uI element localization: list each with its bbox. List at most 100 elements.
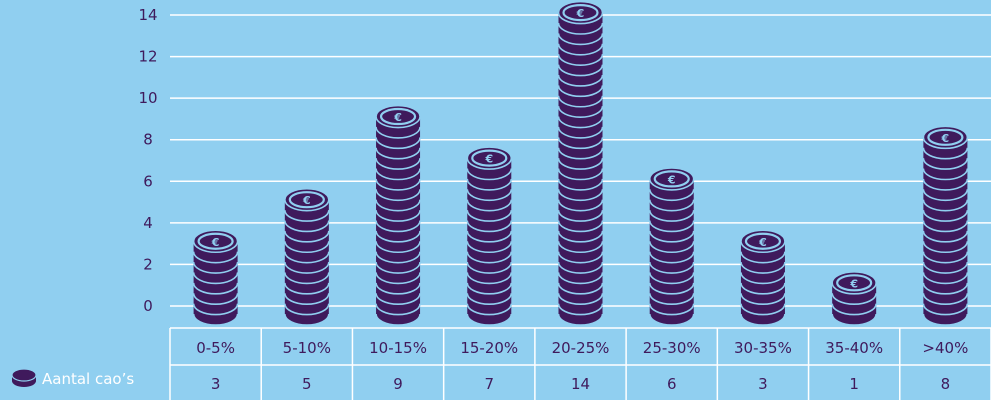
coin-edge	[648, 241, 695, 254]
coin-edge	[284, 282, 330, 295]
coin-edge	[922, 293, 969, 306]
coin-edge	[922, 282, 969, 295]
coin-edge	[284, 251, 330, 264]
coin-edge	[740, 282, 786, 295]
coin-edge	[557, 64, 604, 77]
coin-edge	[740, 313, 786, 326]
bar->40%: €	[922, 125, 969, 326]
x-tick-label: 5-10%	[283, 339, 331, 357]
coin-edge	[192, 272, 239, 285]
data-value-label: 9	[393, 375, 403, 393]
coin-top-ring	[744, 232, 782, 250]
coin-edge	[740, 272, 786, 285]
bar-10-15%: €	[375, 104, 421, 326]
coin-edge	[557, 209, 604, 222]
coin-edge	[648, 293, 695, 306]
coin-edge	[375, 282, 421, 295]
coin-edge	[831, 303, 877, 316]
coin-edge	[375, 158, 421, 170]
coin-edge	[466, 313, 513, 326]
coin-edge	[557, 74, 604, 87]
coin-top-ring	[379, 107, 417, 126]
coin-edge	[375, 261, 421, 274]
coin-edge	[557, 116, 604, 129]
euro-icon: €	[941, 132, 950, 145]
coin-icon-top	[11, 368, 37, 382]
coin-edge	[740, 293, 786, 306]
coin-edge	[466, 168, 513, 181]
coin-edge	[375, 241, 421, 254]
coin-edge	[831, 293, 877, 306]
coin-top-ring	[562, 4, 599, 22]
coin-edge	[648, 261, 695, 274]
x-tick-label: 0-5%	[196, 339, 235, 357]
coin-edge	[375, 209, 421, 222]
coin-edge	[375, 293, 421, 306]
coin-top-ring	[288, 191, 325, 209]
coin-edge	[922, 158, 969, 170]
coin-edge	[557, 158, 604, 170]
coin-edge	[375, 272, 421, 285]
coin-edge	[466, 293, 513, 306]
coin-edge	[192, 282, 239, 295]
coin-edge	[375, 230, 421, 243]
coin-edge	[466, 230, 513, 243]
coin-top-ring	[197, 232, 234, 250]
coin-edge	[922, 189, 969, 202]
coin-edge	[557, 33, 604, 46]
coin-edge	[466, 241, 513, 254]
coin-edge	[375, 147, 421, 160]
bar-0-5%: €	[192, 229, 239, 326]
coin-edge	[375, 189, 421, 202]
coin-edge	[557, 95, 604, 108]
bar-15-20%: €	[466, 146, 513, 326]
data-value-label: 8	[941, 375, 951, 393]
coin-edge	[922, 230, 969, 243]
coin-edge	[648, 282, 695, 295]
x-tick-label: 15-20%	[460, 339, 518, 357]
coin-edge	[922, 303, 969, 316]
coin-edge	[648, 209, 695, 222]
y-tick-label: 0	[143, 297, 153, 315]
legend-label: Aantal cao’s	[42, 370, 134, 388]
x-tick-label: 20-25%	[552, 339, 610, 357]
coin-edge	[466, 209, 513, 222]
coin-edge	[922, 261, 969, 274]
coin-edge	[740, 251, 786, 264]
coin-edge	[375, 313, 421, 326]
coin-edge	[557, 85, 604, 98]
coin-edge	[648, 313, 695, 326]
coin-edge	[192, 261, 239, 274]
coin-top-ring	[653, 170, 690, 188]
y-tick-label: 4	[143, 214, 153, 232]
x-tick-label: >40%	[922, 339, 968, 357]
coin-edge	[557, 241, 604, 254]
euro-icon: €	[211, 236, 220, 249]
coin-edge	[557, 303, 604, 316]
coin-edge	[284, 293, 330, 306]
coin-stacks: € € € € € € € € €	[192, 0, 969, 326]
y-tick-label: 6	[143, 172, 153, 190]
y-tick-label: 8	[143, 131, 153, 149]
coin-edge	[192, 303, 239, 316]
euro-icon: €	[849, 277, 858, 290]
euro-icon: €	[393, 111, 402, 124]
coin-edge	[648, 303, 695, 316]
data-value-label: 3	[758, 375, 768, 393]
coin-edge	[648, 199, 695, 212]
x-tick-label: 10-15%	[369, 339, 427, 357]
coin-edge	[557, 22, 604, 35]
coin-edge	[284, 261, 330, 274]
coin-edge	[557, 189, 604, 202]
coin-edge	[375, 303, 421, 316]
coin-edge	[284, 220, 330, 233]
x-tick-label: 30-35%	[734, 339, 792, 357]
coin-edge	[557, 106, 604, 118]
coin-edge	[557, 251, 604, 264]
coin-edge	[648, 251, 695, 264]
coin-edge	[557, 126, 604, 139]
coin-top-ring	[836, 274, 873, 292]
coin-edge	[284, 303, 330, 316]
coin-edge	[466, 178, 513, 191]
